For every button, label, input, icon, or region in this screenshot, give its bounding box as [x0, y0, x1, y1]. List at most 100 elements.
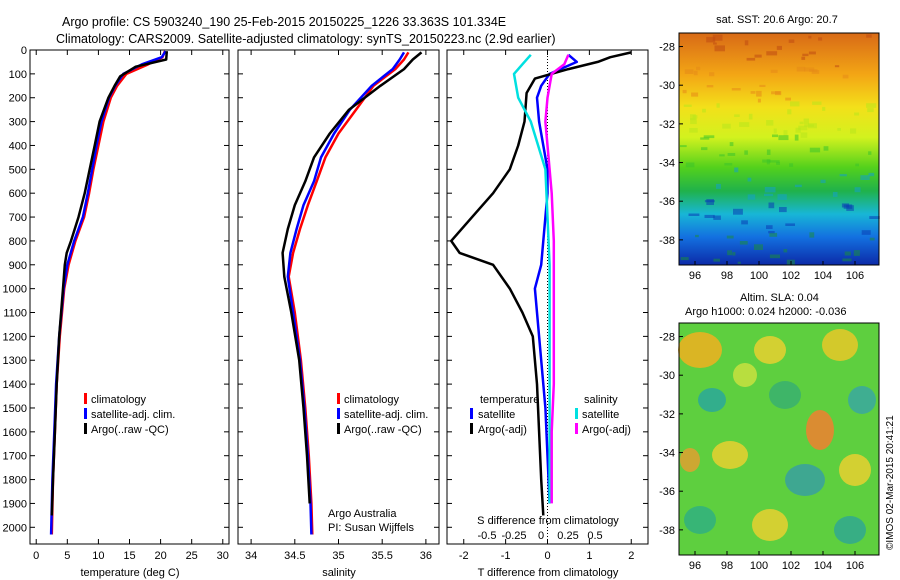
legend-satellite-label: satellite-adj. clim.	[91, 409, 175, 421]
sst-texture-patch	[869, 237, 875, 241]
sst-texture-patch	[706, 85, 714, 88]
legend-climatology-swatch	[84, 393, 87, 404]
sst-texture-patch	[790, 101, 800, 107]
difference-series	[449, 51, 632, 516]
sst-texture-patch	[733, 208, 743, 215]
sst-texture-patch	[762, 159, 771, 163]
sst-texture-patch	[766, 51, 778, 56]
salinity-legend: climatology satellite-adj. clim. Argo(..…	[337, 393, 428, 436]
temperature-panel: 0 5 10 15 20 25 300100200300400500600700800900…	[3, 45, 230, 579]
legend-t-satellite-swatch	[470, 408, 473, 419]
sst-texture-patch	[685, 162, 695, 168]
sla-anomaly-blob	[684, 506, 716, 534]
sst-texture-patch	[734, 114, 740, 117]
map-y-tick-label: -30	[659, 80, 675, 92]
sla-anomaly-blob	[806, 410, 834, 450]
sst-texture-patch	[680, 257, 689, 261]
sst-texture-patch	[866, 103, 877, 108]
sst-texture-patch	[695, 234, 699, 238]
sst-texture-patch	[837, 128, 841, 131]
legend-title-temperature: temperature	[480, 394, 539, 406]
sst-texture-patch	[772, 134, 778, 138]
series-line	[544, 54, 570, 504]
sst-texture-patch	[820, 179, 826, 184]
sst-map-texture	[680, 34, 880, 265]
sst-map-panel: sat. SST: 20.6 Argo: 20.7 96 98 100 102 104 1…	[659, 14, 880, 282]
sst-texture-patch	[702, 108, 706, 113]
sst-texture-patch	[868, 172, 875, 177]
y-tick-label: 1100	[3, 308, 27, 320]
header-line-2: Climatology: CARS2009. Satellite-adjuste…	[56, 32, 556, 46]
sst-texture-patch	[688, 213, 700, 216]
legend-t-argo-swatch	[470, 423, 473, 434]
map-x-tick-label: 104	[814, 270, 832, 282]
map-x-tick-label: 100	[750, 560, 768, 572]
sst-texture-patch	[866, 34, 872, 38]
legend-argo-label: Argo(..raw -QC)	[91, 424, 169, 436]
sst-texture-patch	[785, 223, 795, 226]
sst-texture-patch	[757, 98, 761, 103]
sst-map-field	[679, 33, 879, 265]
sst-texture-patch	[844, 251, 851, 256]
sst-texture-patch	[729, 142, 734, 147]
sst-texture-patch	[799, 121, 804, 125]
sla-anomaly-blob	[680, 448, 700, 472]
secondary-tick-label: -0.5	[478, 530, 497, 542]
secondary-tick-label: 0	[538, 530, 544, 542]
map-x-tick-label: 96	[689, 270, 701, 282]
sst-texture-patch	[795, 127, 801, 133]
sst-texture-patch	[691, 92, 699, 97]
x-tick-label: 10	[92, 550, 104, 562]
sst-texture-patch	[855, 163, 859, 167]
sst-texture-patch	[770, 69, 778, 73]
series-line	[281, 51, 423, 504]
sst-texture-patch	[701, 147, 708, 151]
x-tick-label: 15	[123, 550, 135, 562]
sst-texture-patch	[689, 128, 698, 133]
sst-texture-patch	[709, 72, 715, 77]
y-tick-label: 1400	[3, 379, 27, 391]
sst-texture-patch	[719, 154, 725, 157]
y-tick-label: 1700	[3, 451, 27, 463]
x-tick-label: 25	[186, 550, 198, 562]
sst-texture-patch	[785, 97, 791, 101]
sst-texture-patch	[804, 67, 815, 72]
y-tick-label: 700	[9, 212, 27, 224]
sst-texture-patch	[722, 123, 731, 129]
sla-anomaly-blob	[848, 386, 876, 414]
sla-anomaly-blob	[733, 363, 757, 387]
sst-texture-patch	[839, 174, 847, 177]
temperature-xlabel: temperature (deg C)	[80, 567, 179, 579]
map-y-tick-label: -36	[659, 486, 675, 498]
sst-texture-patch	[750, 91, 756, 94]
sst-texture-patch	[794, 134, 799, 141]
map-x-tick-label: 104	[814, 560, 832, 572]
sst-texture-patch	[811, 70, 820, 74]
sst-texture-patch	[727, 250, 732, 256]
sla-anomaly-blob	[839, 454, 871, 486]
sst-texture-patch	[754, 54, 762, 58]
sst-texture-patch	[787, 109, 792, 115]
sst-texture-patch	[739, 241, 748, 245]
sst-texture-patch	[759, 84, 766, 87]
sla-map-ticks: 96 98 100 102 104 106 -28 -30 -32 -34 -36 -38	[659, 332, 864, 572]
sst-texture-patch	[850, 128, 857, 134]
sst-map-ticks: 96 98 100 102 104 106 -28 -30 -32 -34 -36 -38	[659, 42, 864, 282]
y-tick-label: 1300	[3, 355, 27, 367]
y-tick-label: 1900	[3, 498, 27, 510]
series-line	[50, 51, 169, 516]
sst-texture-patch	[843, 204, 853, 209]
y-tick-label: 600	[9, 188, 27, 200]
sst-texture-patch	[746, 57, 756, 61]
sst-texture-patch	[713, 215, 721, 220]
map-y-tick-label: -32	[659, 409, 675, 421]
x-tick-label: 5	[64, 550, 70, 562]
map-x-tick-label: 102	[782, 560, 800, 572]
y-tick-label: 1800	[3, 475, 27, 487]
sst-texture-patch	[869, 216, 880, 219]
map-y-tick-label: -28	[659, 42, 675, 54]
legend-argo-swatch	[84, 423, 87, 434]
sst-texture-patch	[704, 214, 715, 218]
sst-texture-patch	[766, 159, 770, 165]
legend-climatology-label: climatology	[344, 394, 400, 406]
